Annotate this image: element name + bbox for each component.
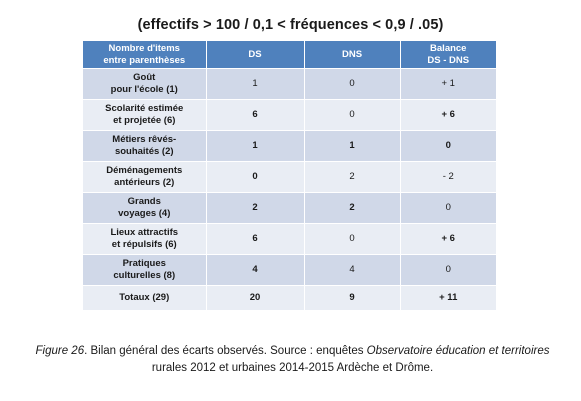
table-row: Goût pour l'école (1) 1 0 + 1 xyxy=(83,68,496,100)
cell-ds: 1 xyxy=(206,130,305,162)
row-label: Goût pour l'école (1) xyxy=(83,68,207,100)
cell-ds: 1 xyxy=(206,68,305,100)
results-table: Nombre d'items entre parenthèses DS DNS … xyxy=(83,41,496,310)
header-items-line1: Nombre d'items xyxy=(108,42,180,54)
header-balance: Balance DS - DNS xyxy=(400,41,496,69)
header-balance-line2: DS - DNS xyxy=(427,54,470,66)
cell-balance: 0 xyxy=(400,130,496,162)
row-label: Métiers rêvés-souhaités (2) xyxy=(83,130,207,162)
header-items-line2: entre parenthèses xyxy=(103,54,186,66)
cell-dns: 4 xyxy=(304,254,401,286)
row-label-line2: et répulsifs (6) xyxy=(111,239,177,250)
row-label: Lieux attractifs et répulsifs (6) xyxy=(83,223,207,255)
row-label: Pratiques culturelles (8) xyxy=(83,254,207,286)
cell-ds: 2 xyxy=(206,192,305,224)
cell-dns: 0 xyxy=(304,68,401,100)
row-label-line2: culturelles (8) xyxy=(113,270,176,281)
cell-balance: + 1 xyxy=(400,68,496,100)
figure-caption: Figure 26. Bilan général des écarts obse… xyxy=(30,343,555,377)
cell-balance: 0 xyxy=(400,254,496,286)
row-label: Scolarité estimée et projetée (6) xyxy=(83,99,207,131)
figure-number: Figure 26 xyxy=(35,345,85,357)
row-label-line1: Grands xyxy=(127,196,161,207)
row-label-line1: Métiers rêvés- xyxy=(112,134,177,145)
header-row: Nombre d'items entre parenthèses DS DNS … xyxy=(83,41,496,69)
header-ds: DS xyxy=(206,41,305,69)
cell-ds: 6 xyxy=(206,223,305,255)
total-dns: 9 xyxy=(304,285,401,310)
row-label: Grands voyages (4) xyxy=(83,192,207,224)
cell-dns: 2 xyxy=(304,192,401,224)
row-label: Déménagements antérieurs (2) xyxy=(83,161,207,193)
cell-dns: 0 xyxy=(304,99,401,131)
table-row: Métiers rêvés-souhaités (2) 1 1 0 xyxy=(83,130,496,162)
caption-text-1: . Bilan général des écarts observés. Sou… xyxy=(84,345,367,357)
cell-balance: + 6 xyxy=(400,99,496,131)
row-label-line1: Goût xyxy=(133,72,156,83)
row-label-line1: Pratiques xyxy=(122,258,166,269)
header-items: Nombre d'items entre parenthèses xyxy=(83,41,207,69)
row-label-line1: Lieux attractifs xyxy=(110,227,179,238)
cell-ds: 0 xyxy=(206,161,305,193)
total-ds: 20 xyxy=(206,285,305,310)
cell-balance: - 2 xyxy=(400,161,496,193)
cell-dns: 2 xyxy=(304,161,401,193)
row-label-line2: antérieurs (2) xyxy=(114,177,175,188)
cell-ds: 4 xyxy=(206,254,305,286)
row-label-line2: pour l'école (1) xyxy=(110,84,178,95)
total-balance: + 11 xyxy=(400,285,496,310)
row-label-line2: et projetée (6) xyxy=(113,115,176,126)
cell-balance: 0 xyxy=(400,192,496,224)
total-label: Totaux (29) xyxy=(83,285,207,310)
row-label-line1: Déménagements xyxy=(106,165,183,176)
table-row: Déménagements antérieurs (2) 0 2 - 2 xyxy=(83,161,496,193)
table-row: Grands voyages (4) 2 2 0 xyxy=(83,192,496,224)
table-heading: (effectifs > 100 / 0,1 < fréquences < 0,… xyxy=(137,17,444,33)
table-row: Pratiques culturelles (8) 4 4 0 xyxy=(83,254,496,286)
cell-balance: + 6 xyxy=(400,223,496,255)
table-row: Lieux attractifs et répulsifs (6) 6 0 + 6 xyxy=(83,223,496,255)
caption-text-2: rurales 2012 et urbaines 2014-2015 Ardèc… xyxy=(151,362,434,374)
row-label-line2: voyages (4) xyxy=(118,208,171,219)
caption-italic-source: Observatoire éducation et territoires xyxy=(366,345,550,357)
cell-dns: 0 xyxy=(304,223,401,255)
header-dns: DNS xyxy=(304,41,401,69)
total-row: Totaux (29) 20 9 + 11 xyxy=(83,285,496,310)
row-label-line1: Scolarité estimée xyxy=(105,103,184,114)
cell-ds: 6 xyxy=(206,99,305,131)
cell-dns: 1 xyxy=(304,130,401,162)
row-label-line2: souhaités (2) xyxy=(114,146,174,157)
header-balance-line1: Balance xyxy=(430,42,467,54)
table-row: Scolarité estimée et projetée (6) 6 0 + 6 xyxy=(83,99,496,131)
